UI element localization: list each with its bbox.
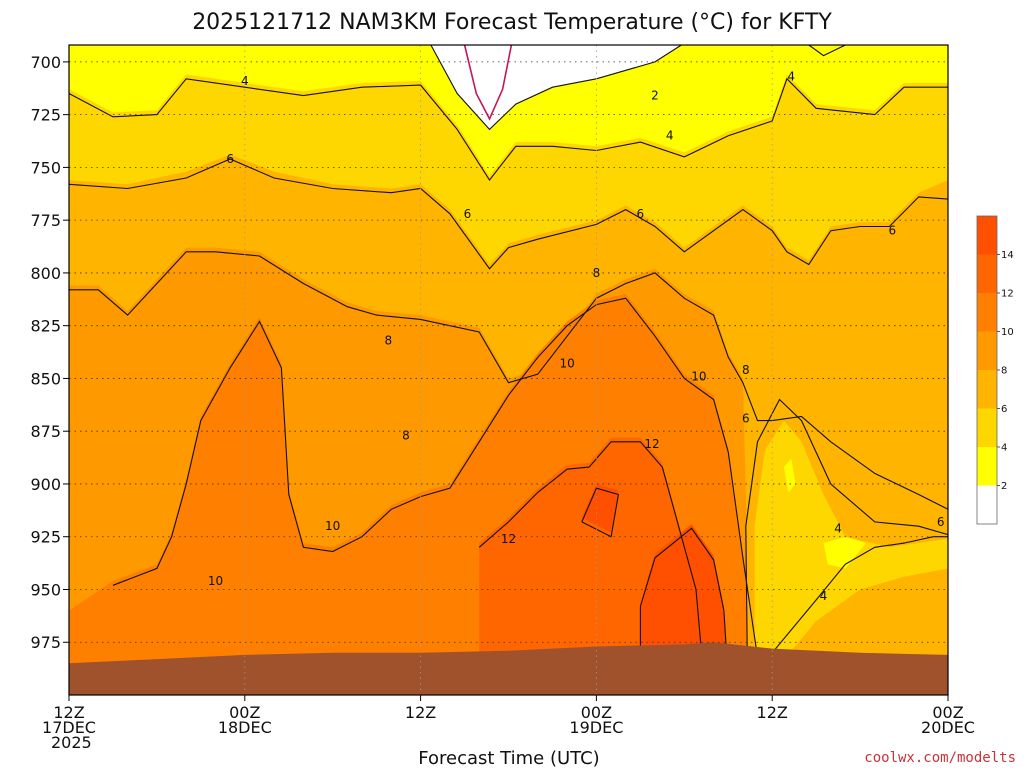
grid-lines: [69, 45, 948, 695]
contour-label-13: 10: [559, 357, 574, 371]
colorbar-swatch-5: [977, 293, 997, 332]
isotherm-8-4: [69, 251, 949, 510]
isotherm-6-10: [745, 398, 949, 658]
contour-label-17: 12: [644, 437, 659, 451]
contour-label-9: 8: [385, 333, 393, 347]
contour-label-12: 6: [742, 412, 750, 426]
x-tick-label-0-1: 17DEC: [42, 718, 96, 737]
y-axis-ticks: 700 725 750 775 800 825 850 875 900 925 950 975: [30, 53, 69, 652]
colorbar-swatch-6: [977, 254, 997, 293]
contour-label-11: 8: [742, 363, 750, 377]
isotherm-6-3: [68, 158, 949, 270]
x-tick-label-5-1: 20DEC: [921, 718, 975, 737]
x-tick-label-3-0: 00Z: [581, 703, 612, 722]
x-tick-label-5-0: 00Z: [932, 703, 963, 722]
y-tick-label-775: 775: [30, 211, 61, 230]
y-tick-label-750: 750: [30, 158, 61, 177]
x-tick-label-1-0: 00Z: [229, 703, 260, 722]
y-tick-label-700: 700: [30, 53, 61, 72]
x-tick-label-0-2: 2025: [51, 733, 92, 752]
colorbar-swatch-3: [977, 370, 997, 409]
contour-label-16: 10: [208, 574, 223, 588]
contour-label-0: 4: [241, 74, 249, 88]
contour-label-8: 8: [593, 266, 601, 280]
isotherm-2-1: [808, 44, 846, 57]
contour-labels: 4 2 4 4 6 6 6 6 8 8 8 8 6 10 10 10 10 12 12 4 4 6: [208, 70, 945, 603]
contour-label-21: 6: [937, 515, 945, 529]
x-tick-label-4-0: 12Z: [757, 703, 788, 722]
freezing-line: [463, 44, 513, 121]
colorbar-label-6: 14: [1001, 250, 1014, 261]
field-region-4: [640, 524, 727, 674]
chart-title: 2025121712 NAM3KM Forecast Temperature (…: [192, 10, 832, 35]
y-tick-label-875: 875: [30, 422, 61, 441]
contour-label-6: 6: [637, 207, 645, 221]
contour-label-1: 2: [651, 89, 659, 103]
temperature-field: [69, 45, 948, 695]
field-region-11: [783, 458, 796, 493]
y-tick-label-950: 950: [30, 580, 61, 599]
isotherm-12-6: [478, 441, 703, 658]
y-tick-label-975: 975: [30, 633, 61, 652]
isotherm-4-2: [68, 77, 948, 182]
isotherm-14-7: [639, 527, 728, 658]
isotherm-2-0: [430, 44, 682, 131]
colorbar: 2 4 6 8 10 12 14: [976, 215, 1014, 525]
y-tick-label-825: 825: [30, 317, 61, 336]
contour-label-5: 6: [464, 207, 472, 221]
contour-label-15: 10: [325, 519, 340, 533]
colorbar-swatch-1: [977, 447, 997, 486]
colorbar-label-1: 4: [1001, 443, 1007, 454]
y-tick-label-800: 800: [30, 264, 61, 283]
ground-surface: [69, 642, 948, 695]
colorbar-label-4: 10: [1001, 327, 1014, 338]
contour-label-4: 6: [226, 152, 234, 166]
contour-label-19: 4: [834, 521, 842, 535]
plot-frame: [68, 44, 949, 696]
colorbar-swatch-7: [977, 216, 997, 255]
field-region-5: [581, 484, 619, 533]
contour-label-14: 10: [691, 369, 706, 383]
contour-label-18: 12: [501, 532, 516, 546]
contour-label-3: 4: [787, 70, 795, 84]
colorbar-label-5: 12: [1001, 289, 1014, 300]
field-region-6: [69, 74, 948, 265]
field-region-12: [823, 536, 866, 569]
x-tick-label-1-1: 18DEC: [218, 718, 272, 737]
colorbar-swatch-2: [977, 408, 997, 447]
y-tick-label-900: 900: [30, 475, 61, 494]
isotherm-14-8: [581, 487, 620, 538]
isotherm-contours: [68, 44, 949, 658]
x-axis-title: Forecast Time (UTC): [418, 748, 599, 768]
credit-link[interactable]: coolwx.com/modelts: [864, 750, 1016, 766]
x-tick-label-0-0: 12Z: [53, 703, 84, 722]
contour-label-10: 8: [402, 428, 410, 442]
x-tick-label-3-1: 19DEC: [569, 718, 623, 737]
colorbar-label-2: 6: [1001, 404, 1007, 415]
y-tick-label-850: 850: [30, 369, 61, 388]
colorbar-label-0: 2: [1001, 481, 1007, 492]
contour-label-7: 6: [889, 224, 897, 238]
y-tick-label-925: 925: [30, 528, 61, 547]
colorbar-label-3: 8: [1001, 366, 1007, 377]
colorbar-swatch-0: [977, 485, 997, 524]
x-tick-label-2-0: 12Z: [405, 703, 436, 722]
contour-label-20: 4: [820, 589, 828, 603]
y-tick-label-725: 725: [30, 106, 61, 125]
colorbar-swatch-4: [977, 331, 997, 370]
contour-label-2: 4: [666, 129, 674, 143]
terrain-ground: [69, 642, 948, 695]
